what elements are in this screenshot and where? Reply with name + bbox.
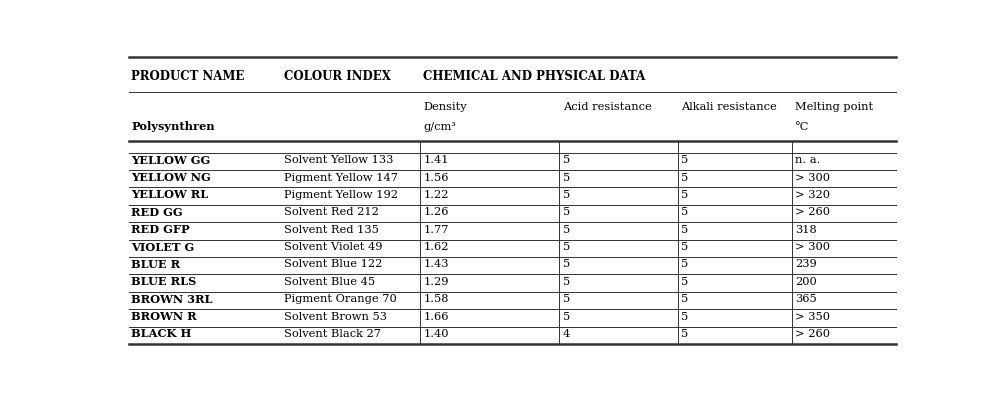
Text: Melting point: Melting point: [795, 102, 874, 112]
Text: 5: 5: [681, 155, 689, 165]
Text: 5: 5: [681, 208, 689, 217]
Text: BLUE R: BLUE R: [131, 259, 180, 270]
Text: YELLOW NG: YELLOW NG: [131, 172, 211, 183]
Text: 365: 365: [795, 294, 817, 304]
Text: 1.41: 1.41: [423, 155, 449, 165]
Text: RED GG: RED GG: [131, 207, 183, 218]
Text: BLACK H: BLACK H: [131, 329, 192, 339]
Text: 1.43: 1.43: [423, 259, 449, 269]
Text: 5: 5: [563, 277, 570, 287]
Text: 5: 5: [563, 155, 570, 165]
Text: 1.22: 1.22: [423, 190, 449, 200]
Text: > 300: > 300: [795, 242, 830, 252]
Text: > 300: > 300: [795, 173, 830, 183]
Text: 200: 200: [795, 277, 817, 287]
Text: Solvent Red 212: Solvent Red 212: [284, 208, 379, 217]
Text: Solvent Violet 49: Solvent Violet 49: [284, 242, 382, 252]
Text: Density: Density: [423, 102, 467, 112]
Text: 1.40: 1.40: [423, 329, 449, 339]
Text: BROWN R: BROWN R: [131, 311, 197, 322]
Text: 4: 4: [563, 329, 570, 339]
Text: Acid resistance: Acid resistance: [563, 102, 652, 112]
Text: CHEMICAL AND PHYSICAL DATA: CHEMICAL AND PHYSICAL DATA: [423, 70, 646, 83]
Text: VIOLET G: VIOLET G: [131, 242, 194, 253]
Text: > 350: > 350: [795, 312, 830, 322]
Text: 5: 5: [563, 190, 570, 200]
Text: 5: 5: [681, 242, 689, 252]
Text: 1.26: 1.26: [423, 208, 449, 217]
Text: 1.29: 1.29: [423, 277, 449, 287]
Text: 239: 239: [795, 259, 817, 269]
Text: 5: 5: [681, 294, 689, 304]
Text: 5: 5: [563, 208, 570, 217]
Text: 5: 5: [681, 259, 689, 269]
Text: YELLOW RL: YELLOW RL: [131, 189, 208, 200]
Text: Solvent Blue 122: Solvent Blue 122: [284, 259, 382, 269]
Text: 1.62: 1.62: [423, 242, 449, 252]
Text: RED GFP: RED GFP: [131, 224, 190, 235]
Text: Solvent Blue 45: Solvent Blue 45: [284, 277, 375, 287]
Text: 1.77: 1.77: [423, 225, 449, 235]
Text: 318: 318: [795, 225, 817, 235]
Text: > 260: > 260: [795, 208, 830, 217]
Text: 1.56: 1.56: [423, 173, 449, 183]
Text: 5: 5: [563, 242, 570, 252]
Text: 5: 5: [681, 277, 689, 287]
Text: Solvent Brown 53: Solvent Brown 53: [284, 312, 387, 322]
Text: Pigment Yellow 147: Pigment Yellow 147: [284, 173, 398, 183]
Text: 5: 5: [563, 225, 570, 235]
Text: 5: 5: [681, 329, 689, 339]
Text: YELLOW GG: YELLOW GG: [131, 155, 210, 166]
Text: n. a.: n. a.: [795, 155, 821, 165]
Text: 1.58: 1.58: [423, 294, 449, 304]
Text: 5: 5: [563, 173, 570, 183]
Text: Solvent Red 135: Solvent Red 135: [284, 225, 379, 235]
Text: PRODUCT NAME: PRODUCT NAME: [131, 70, 245, 83]
Text: Alkali resistance: Alkali resistance: [681, 102, 777, 112]
Text: 5: 5: [563, 294, 570, 304]
Text: > 260: > 260: [795, 329, 830, 339]
Text: °C: °C: [795, 122, 810, 132]
Text: COLOUR INDEX: COLOUR INDEX: [284, 70, 391, 83]
Text: Pigment Orange 70: Pigment Orange 70: [284, 294, 397, 304]
Text: BROWN 3RL: BROWN 3RL: [131, 294, 213, 305]
Text: Polysynthren: Polysynthren: [131, 121, 215, 132]
Text: 1.66: 1.66: [423, 312, 449, 322]
Text: 5: 5: [681, 173, 689, 183]
Text: Solvent Yellow 133: Solvent Yellow 133: [284, 155, 393, 165]
Text: BLUE RLS: BLUE RLS: [131, 276, 196, 287]
Text: g/cm³: g/cm³: [423, 122, 456, 132]
Text: 5: 5: [681, 190, 689, 200]
Text: Solvent Black 27: Solvent Black 27: [284, 329, 381, 339]
Text: 5: 5: [563, 312, 570, 322]
Text: Pigment Yellow 192: Pigment Yellow 192: [284, 190, 398, 200]
Text: 5: 5: [681, 225, 689, 235]
Text: 5: 5: [563, 259, 570, 269]
Text: 5: 5: [681, 312, 689, 322]
Text: > 320: > 320: [795, 190, 830, 200]
